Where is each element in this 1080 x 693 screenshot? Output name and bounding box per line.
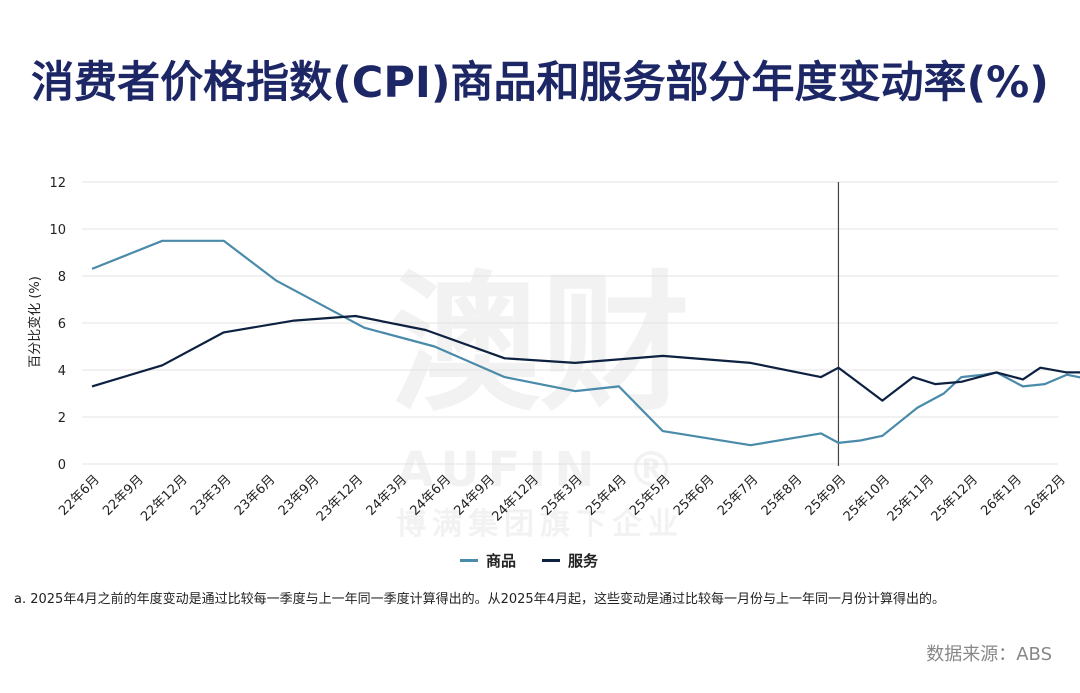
x-tick-label: 25年3月 [539, 472, 586, 519]
x-tick-label: 24年12月 [490, 472, 542, 524]
legend-swatch-services [542, 559, 561, 562]
y-tick-label: 12 [49, 176, 66, 191]
x-tick-label: 25年7月 [715, 472, 762, 519]
x-tick-label: 26年1月 [978, 472, 1025, 519]
series-lines [91, 239, 1080, 447]
legend-item-goods: 商品 [460, 550, 516, 571]
x-axis-ticks: 22年6月22年9月22年12月23年3月23年6月23年9月23年12月24年… [56, 472, 1069, 524]
x-tick-label: 25年12月 [929, 472, 981, 524]
y-tick-label: 4 [58, 364, 66, 379]
legend: 商品 服务 [460, 550, 598, 571]
source-note: 数据来源：ABS [926, 644, 1052, 665]
x-tick-label: 24年6月 [408, 472, 455, 519]
x-tick-label: 25年11月 [885, 472, 937, 524]
x-tick-label: 22年6月 [56, 472, 103, 519]
x-tick-label: 22年12月 [138, 472, 190, 524]
legend-item-services: 服务 [542, 550, 598, 571]
footnote: a. 2025年4月之前的年度变动是通过比较每一季度与上一年同一季度计算得出的。… [14, 592, 945, 607]
y-tick-label: 0 [58, 458, 66, 473]
page-title: 消费者价格指数(CPI)商品和服务部分年度变动率(%) [31, 58, 1049, 108]
x-tick-label: 23年12月 [314, 472, 366, 524]
x-tick-label: 23年6月 [232, 472, 279, 519]
grid-lines [82, 181, 1058, 465]
legend-label-services: 服务 [568, 552, 599, 570]
y-axis-ticks: 0 2 4 6 8 10 12 [49, 176, 66, 473]
y-tick-label: 8 [58, 270, 66, 285]
y-tick-label: 2 [58, 411, 66, 426]
x-tick-label: 25年6月 [671, 472, 718, 519]
series-line-services [91, 314, 1080, 402]
x-tick-label: 25年10月 [841, 472, 893, 524]
x-tick-label: 26年2月 [1022, 472, 1069, 519]
y-tick-label: 10 [49, 223, 66, 238]
x-tick-label: 24年3月 [364, 472, 411, 519]
x-tick-label: 25年4月 [583, 472, 630, 519]
legend-swatch-goods [460, 559, 478, 562]
x-tick-label: 23年3月 [188, 472, 235, 519]
x-tick-label: 25年8月 [759, 472, 806, 519]
y-axis-label: 百分比变化 (%) [27, 276, 43, 368]
x-tick-label: 25年5月 [627, 472, 674, 519]
series-line-goods [91, 239, 1080, 447]
legend-label-goods: 商品 [486, 552, 517, 570]
y-tick-label: 6 [58, 317, 66, 332]
